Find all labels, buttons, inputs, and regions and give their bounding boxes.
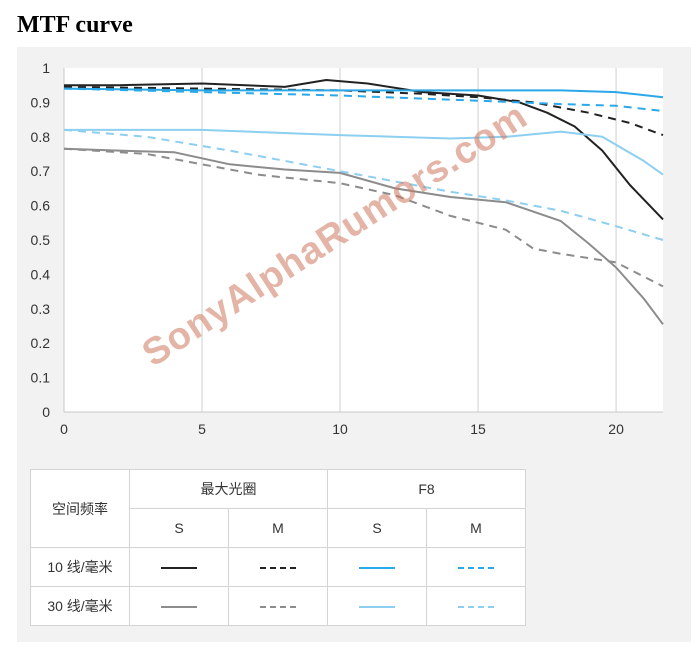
line-swatch: [260, 567, 296, 570]
series-line-f8-30-s: [64, 128, 664, 176]
legend-col-m: M: [228, 508, 328, 548]
legend-row-10: 10 线/毫米: [30, 547, 130, 587]
line-swatch: [359, 567, 395, 570]
series-line-max-10-s: [64, 79, 664, 221]
legend-col-s: S: [129, 508, 229, 548]
y-tick-label: 0.1: [31, 370, 51, 386]
plot-area: [64, 68, 663, 412]
page-title: MTF curve: [17, 12, 133, 38]
mtf-chart: 00.10.20.30.40.50.60.70.80.910 5 10 15 20: [31, 60, 664, 437]
y-tick-label: 0.5: [31, 232, 51, 248]
series-line-f8-10-m: [63, 87, 664, 112]
line-swatch: [260, 606, 296, 609]
legend-swatch-max-10-m: [228, 547, 328, 587]
series-line-max-30-s: [63, 147, 664, 325]
series-line-max-10-m: [63, 85, 664, 137]
line-swatch: [359, 606, 395, 609]
legend-swatch-max-30-m: [228, 586, 328, 626]
legend-col-s: S: [327, 508, 427, 548]
legend-table: 空间频率 最大光圈 F8 S M S M 10 线/毫米 30 线/毫米: [30, 469, 526, 626]
y-tick-label: 1: [42, 60, 50, 76]
line-swatch: [161, 606, 197, 609]
x-tick-label: 10: [332, 421, 348, 437]
legend-row-30: 30 线/毫米: [30, 586, 130, 626]
legend-swatch-f8-30-m: [426, 586, 526, 626]
line-swatch: [458, 606, 494, 609]
y-tick-label: 0.4: [31, 266, 51, 282]
y-tick-label: 0.8: [31, 129, 51, 145]
legend-swatch-max-30-s: [129, 586, 229, 626]
series-line-f8-10-s: [63, 87, 664, 99]
legend-group-f8: F8: [327, 469, 526, 509]
legend-group-max-aperture: 最大光圈: [129, 469, 328, 509]
y-tick-label: 0: [42, 404, 50, 420]
y-tick-label: 0.3: [31, 301, 51, 317]
y-tick-label: 0.6: [31, 198, 51, 214]
x-tick-label: 0: [60, 421, 68, 437]
legend-swatch-f8-30-s: [327, 586, 427, 626]
legend-swatch-f8-10-s: [327, 547, 427, 587]
line-swatch: [458, 567, 494, 570]
legend-col-m: M: [426, 508, 526, 548]
y-tick-label: 0.2: [31, 335, 51, 351]
legend-swatch-max-10-s: [129, 547, 229, 587]
x-tick-label: 20: [608, 421, 624, 437]
legend-row-header: 空间频率: [30, 469, 130, 548]
x-tick-label: 15: [470, 421, 486, 437]
x-tick-label: 5: [198, 421, 206, 437]
series-line-max-30-m: [63, 147, 664, 288]
line-swatch: [161, 567, 197, 570]
y-tick-label: 0.9: [31, 94, 51, 110]
y-tick-label: 0.7: [31, 163, 51, 179]
legend-swatch-f8-10-m: [426, 547, 526, 587]
